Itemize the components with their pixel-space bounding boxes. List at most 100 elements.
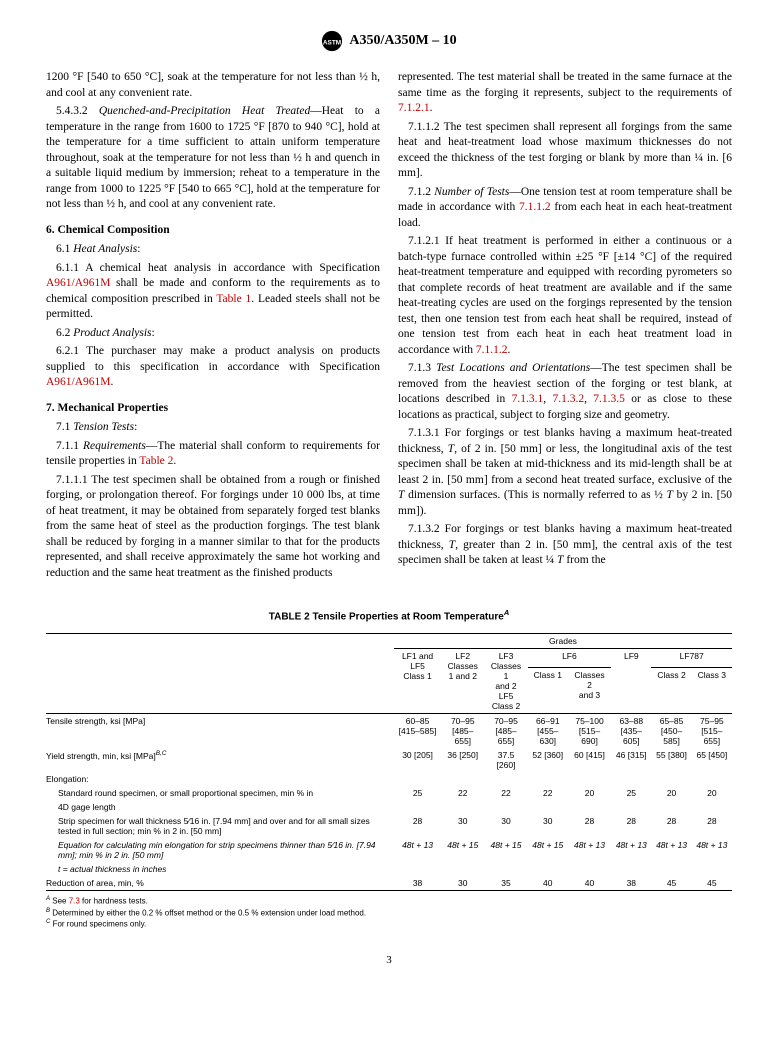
astm-logo-icon: ASTM [321, 30, 343, 52]
text: For forgings or test blanks having a max… [398, 427, 732, 517]
cell [568, 862, 611, 876]
cell: 28 [394, 814, 441, 838]
cell: 48t + 13 [394, 838, 441, 862]
text: for hardness tests. [80, 896, 148, 905]
clause-title: Product Analysis [73, 327, 151, 339]
cell: 65 [450] [692, 748, 732, 772]
cell: 30 [441, 814, 484, 838]
cell: 38 [394, 876, 441, 891]
clause-title: Requirements [83, 440, 146, 452]
clause-num: 7.1.2.1 [408, 235, 440, 247]
clause-title: Tension Tests [73, 421, 134, 433]
cell: 75–95 [515–655] [692, 714, 732, 748]
para-621: 6.2.1 The purchaser may make a product a… [46, 344, 380, 391]
para-7111-cont: represented. The test material shall be … [398, 70, 732, 117]
cell [568, 772, 611, 786]
cell: 66–91 [455–630] [528, 714, 568, 748]
cell: 48t + 13 [611, 838, 651, 862]
para-7121: 7.1.2.1 If heat treatment is performed i… [398, 234, 732, 358]
table-row: Tensile strength, ksi [MPa]60–85 [415–58… [46, 714, 732, 748]
cell: 40 [528, 876, 568, 891]
cell: 30 [205] [394, 748, 441, 772]
ref-link[interactable]: A961/A961M [46, 376, 111, 388]
ref-link[interactable]: Table 2 [139, 455, 173, 467]
text: . [173, 455, 176, 467]
cell: 40 [568, 876, 611, 891]
col-lf787: LF787 [651, 648, 732, 668]
cell: 48t + 15 [484, 838, 527, 862]
row-label: Yield strength, min, ksi [MPa]B,C [46, 748, 394, 772]
clause-num: 7.1.3 [408, 362, 431, 374]
cell [611, 862, 651, 876]
cell: 28 [568, 814, 611, 838]
cell: 45 [692, 876, 732, 891]
cell [651, 772, 691, 786]
cell: 70–95 [485–655] [484, 714, 527, 748]
clause-num: 7.1.3.2 [408, 523, 440, 535]
para-712: 7.1.2 Number of Tests—One tension test a… [398, 185, 732, 232]
para-713: 7.1.3 Test Locations and Orientations—Th… [398, 361, 732, 423]
footnote-a: A See 7.3 for hardness tests. [46, 895, 732, 907]
para-71: 7.1 Tension Tests: [46, 420, 380, 436]
col-lf3: LF3 Classes 1 and 2 LF5 Class 2 [484, 648, 527, 713]
text-columns: 1200 °F [540 to 650 °C], soak at the tem… [46, 70, 732, 584]
cell: 28 [692, 814, 732, 838]
clause-num: 6.1 [56, 243, 70, 255]
row-label: Tensile strength, ksi [MPa] [46, 714, 394, 748]
ref-link[interactable]: 7.1.3.2 [552, 393, 584, 405]
cell: 36 [250] [441, 748, 484, 772]
table-row: t = actual thickness in inches [46, 862, 732, 876]
table-row: Yield strength, min, ksi [MPa]B,C30 [205… [46, 748, 732, 772]
cell: 28 [651, 814, 691, 838]
ref-link[interactable]: Table 1 [216, 293, 251, 305]
para-61: 6.1 Heat Analysis: [46, 242, 380, 258]
ref-link[interactable]: 7.3 [69, 896, 80, 905]
ref-link[interactable]: 7.1.1.2 [476, 344, 508, 356]
text: Determined by either the 0.2 % offset me… [50, 908, 366, 917]
footnote-c: C For round specimens only. [46, 918, 732, 930]
cell: 48t + 13 [568, 838, 611, 862]
cell [611, 772, 651, 786]
cell: 65–85 [450–585] [651, 714, 691, 748]
para-5432: 5.4.3.2 Quenched-and-Precipitation Heat … [46, 104, 380, 213]
para-7131: 7.1.3.1 For forgings or test blanks havi… [398, 426, 732, 519]
para-611: 6.1.1 A chemical heat analysis in accord… [46, 261, 380, 323]
text: For forgings or test blanks having a max… [398, 523, 732, 566]
cell: 30 [484, 814, 527, 838]
designation: A350/A350M – 10 [349, 33, 456, 49]
clause-num: 7.1.2 [408, 186, 431, 198]
row-label: Equation for calculating min elongation … [46, 838, 394, 862]
document-header: ASTM A350/A350M – 10 [46, 30, 732, 52]
text: . [111, 376, 114, 388]
clause-num: 7.1.1.1 [56, 474, 88, 486]
cell: 75–100 [515–690] [568, 714, 611, 748]
col-lf787-c2: Class 2 [651, 668, 691, 714]
col-lf9: LF9 [611, 648, 651, 713]
cell [568, 800, 611, 814]
cell [692, 862, 732, 876]
row-label: Standard round specimen, or small propor… [46, 786, 394, 800]
table-row: Standard round specimen, or small propor… [46, 786, 732, 800]
cell: 22 [484, 786, 527, 800]
cell [441, 772, 484, 786]
section-6-heading: 6. Chemical Composition [46, 223, 380, 239]
cell: 70–95 [485–655] [441, 714, 484, 748]
para-62: 6.2 Product Analysis: [46, 326, 380, 342]
cell: 35 [484, 876, 527, 891]
ref-link[interactable]: 7.1.1.2 [519, 201, 551, 213]
ref-link[interactable]: 7.1.3.5 [593, 393, 625, 405]
ref-link[interactable]: 7.1.2.1 [398, 102, 430, 114]
ref-link[interactable]: 7.1.3.1 [512, 393, 544, 405]
clause-title: Quenched-and-Precipitation Heat Treated [99, 105, 310, 117]
row-label: t = actual thickness in inches [46, 862, 394, 876]
col-lf787-c3: Class 3 [692, 668, 732, 714]
cell [394, 800, 441, 814]
clause-num: 6.2 [56, 327, 70, 339]
para-7132: 7.1.3.2 For forgings or test blanks havi… [398, 522, 732, 569]
ref-link[interactable]: A961/A961M [46, 277, 111, 289]
text: If heat treatment is performed in either… [398, 235, 732, 356]
col-lf2: LF2 Classes 1 and 2 [441, 648, 484, 713]
clause-num: 7.1 [56, 421, 70, 433]
cell [611, 800, 651, 814]
row-label: Elongation: [46, 772, 394, 786]
